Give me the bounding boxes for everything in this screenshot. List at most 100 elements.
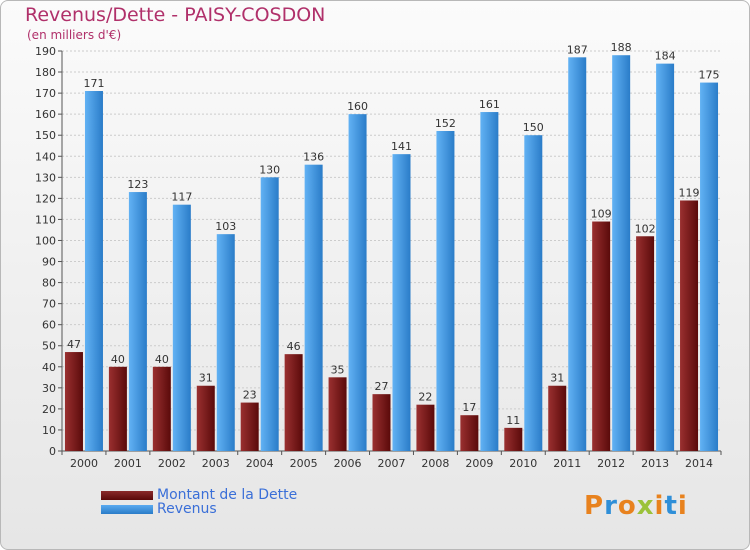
legend-label-dette: Montant de la Dette [157, 487, 298, 503]
data-label-dette: 27 [375, 380, 389, 393]
bar-dette [416, 404, 435, 451]
data-label-dette: 31 [199, 372, 213, 385]
data-label-dette: 109 [591, 208, 612, 221]
data-label-revenus: 136 [303, 151, 324, 164]
data-label-dette: 35 [331, 363, 345, 376]
y-tick-label: 160 [35, 108, 56, 121]
y-tick-label: 10 [42, 424, 56, 437]
x-tick-label: 2009 [465, 457, 493, 470]
data-label-dette: 31 [550, 372, 564, 385]
y-tick-label: 50 [42, 340, 56, 353]
y-tick-label: 70 [42, 298, 56, 311]
bar-revenus [612, 55, 631, 452]
legend-label-revenus: Revenus [157, 501, 217, 517]
y-tick-label: 60 [42, 319, 56, 332]
y-tick-label: 100 [35, 234, 56, 247]
x-tick-label: 2008 [421, 457, 449, 470]
y-tick-label: 20 [42, 403, 56, 416]
y-tick-label: 80 [42, 277, 56, 290]
x-tick-label: 2003 [202, 457, 230, 470]
x-tick-label: 2001 [114, 457, 142, 470]
bar-revenus [260, 177, 279, 451]
x-tick-label: 2007 [378, 457, 406, 470]
data-label-dette: 47 [67, 338, 81, 351]
data-label-revenus: 117 [171, 191, 192, 204]
data-label-revenus: 161 [479, 98, 500, 111]
bar-dette [548, 385, 567, 451]
logo-letter: i [677, 491, 688, 521]
bar-dette [636, 236, 655, 451]
x-tick-label: 2011 [553, 457, 581, 470]
bar-dette [152, 366, 171, 451]
bar-dette [108, 366, 127, 451]
data-label-revenus: 184 [655, 50, 676, 63]
bar-dette [196, 385, 215, 451]
data-label-revenus: 141 [391, 140, 412, 153]
bar-revenus [700, 82, 719, 451]
logo-letter: i [654, 491, 665, 521]
bar-revenus [84, 91, 103, 451]
data-label-dette: 11 [506, 414, 520, 427]
bar-dette [328, 377, 347, 451]
bar-dette [284, 354, 303, 451]
legend-item-revenus: Revenus [101, 501, 217, 517]
bar-dette [592, 221, 611, 451]
legend-swatch-revenus [101, 504, 153, 514]
legend-swatch-dette [101, 490, 153, 500]
bar-dette [240, 402, 259, 451]
data-label-dette: 23 [243, 389, 257, 402]
bar-revenus [568, 57, 587, 451]
data-label-revenus: 150 [523, 121, 544, 134]
data-label-revenus: 171 [83, 77, 104, 90]
logo-letter: r [604, 491, 618, 521]
data-label-dette: 102 [635, 222, 656, 235]
y-tick-label: 30 [42, 382, 56, 395]
bar-revenus [172, 204, 191, 451]
x-tick-label: 2002 [158, 457, 186, 470]
x-tick-label: 2006 [334, 457, 362, 470]
bar-revenus [524, 135, 543, 452]
x-tick-label: 2014 [685, 457, 713, 470]
x-tick-label: 2013 [641, 457, 669, 470]
bar-revenus [216, 234, 235, 451]
data-label-dette: 40 [111, 353, 125, 366]
y-tick-label: 110 [35, 213, 56, 226]
y-tick-label: 120 [35, 192, 56, 205]
data-label-revenus: 103 [215, 220, 236, 233]
bar-revenus [436, 131, 455, 451]
logo-letter: P [584, 491, 605, 521]
data-label-revenus: 187 [567, 43, 588, 56]
y-tick-label: 0 [49, 445, 56, 458]
y-tick-label: 190 [35, 45, 56, 58]
data-label-revenus: 123 [127, 178, 148, 191]
data-label-dette: 46 [287, 340, 301, 353]
bar-dette [504, 427, 523, 451]
y-tick-label: 170 [35, 87, 56, 100]
logo-letter: o [617, 491, 637, 521]
y-tick-label: 140 [35, 150, 56, 163]
data-label-dette: 119 [679, 186, 700, 199]
bar-revenus [480, 112, 499, 451]
x-tick-label: 2004 [246, 457, 274, 470]
bar-revenus [656, 63, 675, 451]
y-tick-label: 180 [35, 66, 56, 79]
x-tick-label: 2012 [597, 457, 625, 470]
logo-letter: t [664, 491, 678, 521]
bar-dette [64, 352, 83, 451]
y-tick-label: 130 [35, 171, 56, 184]
data-label-dette: 40 [155, 353, 169, 366]
chart-subtitle: (en milliers d'€) [27, 28, 122, 42]
data-label-revenus: 160 [347, 100, 368, 113]
bar-revenus [128, 192, 147, 452]
y-tick-label: 40 [42, 361, 56, 374]
x-tick-label: 2010 [509, 457, 537, 470]
y-tick-label: 150 [35, 129, 56, 142]
data-label-revenus: 188 [611, 41, 632, 54]
bar-dette [372, 394, 391, 451]
data-label-dette: 17 [462, 401, 476, 414]
x-tick-label: 2000 [70, 457, 98, 470]
bar-revenus [348, 114, 367, 451]
bar-dette [460, 415, 479, 451]
